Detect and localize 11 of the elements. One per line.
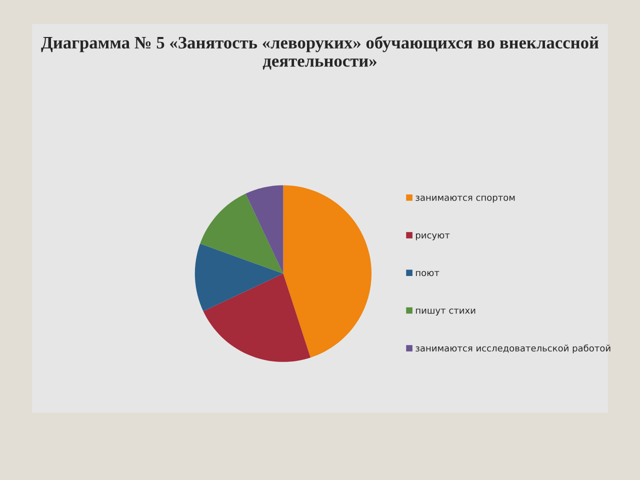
pie-slice [283,185,372,358]
pie-slice [246,185,284,274]
legend-label: пишут стихи [416,308,476,316]
pie-slice [200,194,284,274]
legend-label: поют [416,270,440,276]
legend-label: занимаются спортом [416,196,515,203]
legend-label: рисуют [416,233,450,240]
chart-title: Диаграмма № 5 «Занятость «леворуких» обучающихся во внеклассной деятельности» [41,36,599,70]
pie-slice [194,244,284,312]
legend-label: занимаются исследовательской работой [416,344,610,354]
pie-slice [203,274,310,362]
